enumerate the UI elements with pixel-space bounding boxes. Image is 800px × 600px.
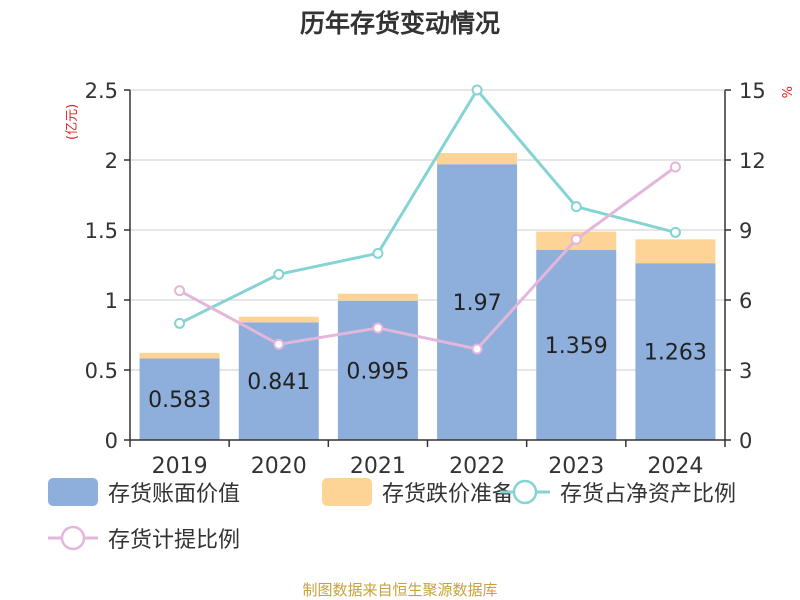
bar-book-value <box>536 249 617 440</box>
bar-book-value <box>437 164 518 440</box>
right-axis-tick-label: 3 <box>739 359 752 383</box>
left-axis-tick-label: 0.5 <box>85 359 118 383</box>
legend-item: 存货账面价值 <box>48 476 240 508</box>
provision-ratio-point <box>669 161 681 173</box>
right-axis-tick-label: 0 <box>739 429 752 453</box>
left-axis-tick-label: 0 <box>105 429 118 453</box>
x-axis-tick-label: 2021 <box>350 454 406 479</box>
chart-title: 历年存货变动情况 <box>299 9 500 38</box>
bar-value-label: 1.263 <box>644 341 707 366</box>
x-axis-tick-label: 2019 <box>152 454 208 479</box>
x-axis-tick-label: 2024 <box>647 454 703 479</box>
ratio-net-assets-point <box>669 226 681 238</box>
left-axis-tick-label: 1.5 <box>85 219 118 243</box>
provision-ratio-point <box>570 233 582 245</box>
ratio-net-assets-point <box>471 84 483 96</box>
provision-ratio-line <box>178 165 677 351</box>
data-source-note: 制图数据来自恒生聚源数据库 <box>302 581 498 599</box>
bar-book-value <box>139 358 220 440</box>
left-axis-tick-label: 2.5 <box>85 79 118 103</box>
right-axis-tick-label: 12 <box>739 149 766 173</box>
legend-line-swatch <box>48 525 98 551</box>
bar-impairment <box>238 316 319 323</box>
right-axis-tick-label: 6 <box>739 289 752 313</box>
legend-item: 存货跌价准备 <box>322 476 514 508</box>
x-axis-tick-label: 2022 <box>449 454 505 479</box>
ratio-net-assets-point <box>570 201 582 213</box>
ratio-net-assets-point <box>372 247 384 259</box>
legend-item: 存货计提比例 <box>48 522 240 554</box>
legend-label: 存货占净资产比例 <box>560 482 737 507</box>
x-axis-tick-label: 2020 <box>251 454 307 479</box>
legend-swatch <box>48 478 98 506</box>
ratio-net-assets-line <box>178 87 676 325</box>
provision-ratio-point <box>471 343 483 355</box>
bar-value-label: 0.841 <box>247 370 310 395</box>
ratio-net-assets-point <box>174 317 186 329</box>
legend-label: 存货跌价准备 <box>382 482 515 507</box>
left-axis-tick-label: 2 <box>105 149 118 173</box>
bar-value-label: 1.97 <box>453 291 502 316</box>
ratio-net-assets-point <box>273 268 285 280</box>
legend-label: 存货计提比例 <box>108 528 241 553</box>
bar-book-value <box>635 263 716 440</box>
bar-impairment <box>635 239 716 264</box>
legend-swatch <box>322 478 372 506</box>
provision-ratio-point <box>273 338 285 350</box>
legend-label: 存货账面价值 <box>108 482 241 507</box>
bar-value-label: 1.359 <box>545 334 608 359</box>
chart-legend: 存货账面价值 存货跌价准备 存货占净资产比例存货计提比例 <box>48 470 788 560</box>
bar-impairment <box>337 293 418 301</box>
left-axis-tick-label: 1 <box>105 289 118 313</box>
bar-impairment <box>437 153 518 165</box>
bar-value-label: 0.583 <box>148 388 211 413</box>
provision-ratio-point <box>372 322 384 334</box>
x-axis-tick-label: 2023 <box>548 454 604 479</box>
legend-line-swatch <box>500 479 550 505</box>
legend-item: 存货占净资产比例 <box>500 476 736 508</box>
right-axis-tick-label: 9 <box>739 219 752 243</box>
bar-value-label: 0.995 <box>346 359 409 384</box>
right-axis-tick-label: 15 <box>739 79 766 103</box>
bar-impairment <box>139 352 220 359</box>
provision-ratio-point <box>174 285 186 297</box>
